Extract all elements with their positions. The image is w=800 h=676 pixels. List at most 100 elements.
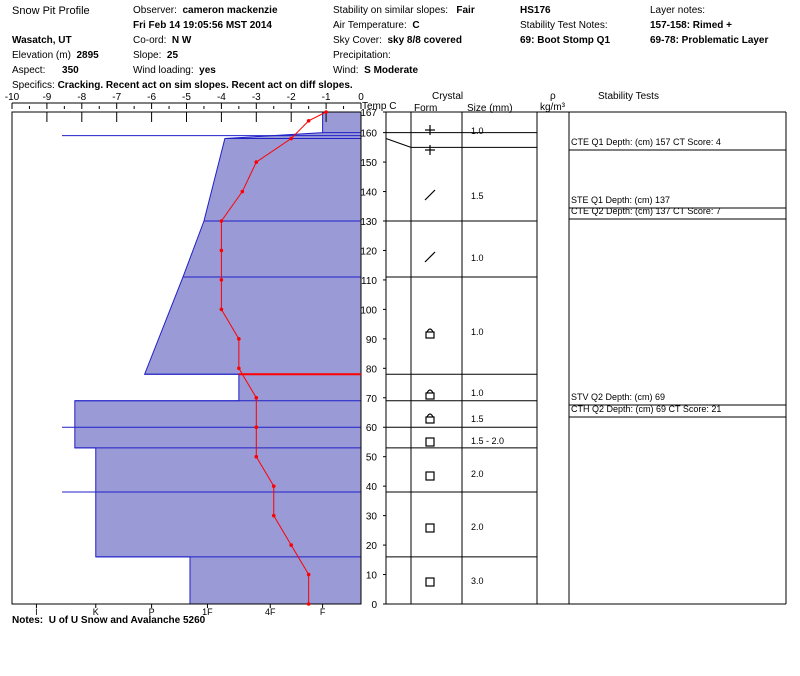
- stability-row: Stability on similar slopes: Fair: [333, 5, 475, 17]
- layer-note: 69-78: Problematic Layer: [650, 35, 769, 46]
- stability-label: Stability on similar slopes:: [333, 5, 449, 16]
- density-unit: kg/m³: [540, 102, 565, 113]
- sky-label: Sky Cover:: [333, 35, 382, 46]
- temperature-point: [237, 337, 241, 341]
- faceted-crystal-icon: [425, 328, 435, 339]
- crystal-column-header: Crystal: [432, 91, 464, 102]
- height-tick-label: 50: [366, 453, 378, 464]
- crystal-size-value: 2.0: [471, 522, 484, 532]
- square-crystal-icon: [425, 577, 435, 587]
- temp-tick-label: -1: [322, 92, 331, 103]
- slash-crystal-icon: [424, 251, 436, 263]
- slope-label: Slope:: [133, 50, 162, 61]
- height-tick-label: 0: [371, 600, 377, 611]
- temp-tick-label: 0: [358, 92, 364, 103]
- temperature-point: [306, 602, 311, 606]
- height-tick-label: 100: [360, 305, 377, 316]
- temp-tick-label: -10: [5, 92, 20, 103]
- temperature-point: [237, 366, 241, 371]
- crystal-size-value: 1.0: [471, 126, 484, 136]
- faceted-crystal-icon-top: [426, 413, 434, 418]
- height-tick-label: 30: [366, 512, 378, 523]
- temperature-point: [219, 278, 224, 282]
- slash-crystal-icon-line: [424, 251, 436, 263]
- density-symbol: ρ: [550, 91, 556, 102]
- height-tick-label: 120: [360, 246, 377, 257]
- coord-label: Co-ord:: [133, 35, 167, 46]
- sky-value: sky 8/8 covered: [387, 35, 462, 46]
- temp-tick-label: -4: [217, 92, 226, 103]
- wind-loading-row: Wind loading: yes: [133, 65, 216, 77]
- wind-row: Wind: S Moderate: [333, 65, 418, 77]
- crystal-size-value: 1.0: [471, 253, 484, 263]
- size-column-header: Size (mm): [467, 103, 513, 114]
- slope-row: Slope: 25: [133, 50, 178, 62]
- faceted-crystal-icon: [425, 413, 435, 424]
- elevation-value: 2895: [76, 50, 99, 61]
- coord-value: N W: [171, 35, 192, 46]
- specifics-row: Specifics: Cracking. Recent act on sim s…: [12, 80, 353, 92]
- crystal-size-value: 1.0: [471, 327, 484, 337]
- layer-connector: [385, 138, 412, 148]
- specifics-value: Cracking. Recent act on sim slopes. Rece…: [57, 80, 353, 91]
- layer-note: 157-158: Rimed +: [650, 20, 732, 31]
- stability-test-entry: STV Q2 Depth: (cm) 69: [571, 392, 665, 402]
- slope-value: 25: [166, 50, 179, 61]
- temperature-point: [254, 160, 259, 164]
- wind-label: Wind:: [333, 65, 359, 76]
- hardness-tick-label: I: [35, 607, 38, 617]
- wind-value: S Moderate: [364, 65, 419, 76]
- elevation-label: Elevation (m): [12, 50, 71, 61]
- page-title: Snow Pit Profile: [12, 5, 90, 17]
- hardness-tick-label: K: [93, 607, 99, 617]
- stability-test-entry: CTE Q2 Depth: (cm) 137 CT Score: 7: [571, 206, 721, 216]
- square-crystal-icon-box: [425, 577, 435, 587]
- aspect-label: Aspect:: [12, 65, 46, 76]
- height-tick-label: 60: [366, 423, 378, 434]
- temperature-point: [254, 395, 259, 400]
- hardness-tick-label: P: [149, 607, 155, 617]
- notes-value: U of U Snow and Avalanche 5260: [48, 615, 206, 626]
- stability-test-entry: CTE Q1 Depth: (cm) 157 CT Score: 4: [571, 137, 721, 147]
- air-temp-value: C: [412, 20, 420, 31]
- stability-notes-label: Stability Test Notes:: [520, 20, 608, 31]
- faceted-crystal-icon-body: [425, 392, 435, 400]
- height-tick-label: 40: [366, 482, 378, 493]
- temp-tick-label: -3: [252, 92, 261, 103]
- faceted-crystal-icon-top: [426, 328, 434, 333]
- hardness-tick-label: 4F: [265, 607, 276, 617]
- crystal-size-value: 1.5 - 2.0: [471, 436, 504, 446]
- height-tick-label: 160: [360, 129, 377, 140]
- temperature-point: [219, 248, 224, 253]
- faceted-crystal-icon: [425, 389, 435, 400]
- observer-row: Observer: cameron mackenzie: [133, 5, 278, 17]
- temperature-point: [219, 219, 224, 223]
- notes-row: Notes: U of U Snow and Avalanche 5260: [12, 615, 205, 627]
- location: Wasatch, UT: [12, 35, 72, 46]
- height-tick-label: 10: [366, 571, 378, 582]
- sky-row: Sky Cover: sky 8/8 covered: [333, 35, 462, 47]
- stability-tests-column-header: Stability Tests: [598, 91, 659, 102]
- coord-row: Co-ord: N W: [133, 35, 191, 47]
- crystal-size-value: 1.5: [471, 191, 484, 201]
- hardness-tick-label: 1F: [202, 607, 213, 617]
- temperature-point: [289, 543, 294, 547]
- temp-tick-label: -8: [77, 92, 86, 103]
- aspect-value: 350: [62, 65, 79, 76]
- temperature-point: [219, 307, 224, 312]
- crystal-size-value: 3.0: [471, 576, 484, 586]
- wind-loading-label: Wind loading:: [133, 65, 194, 76]
- plus-crystal-icon: [425, 125, 435, 135]
- hardness-profile: [74, 111, 362, 605]
- height-tick-label: 80: [366, 364, 378, 375]
- stability-test-entry: CTH Q2 Depth: (cm) 69 CT Score: 21: [571, 404, 721, 414]
- slash-crystal-icon-line: [424, 189, 436, 201]
- temperature-point: [254, 425, 259, 430]
- temp-tick-label: -5: [182, 92, 191, 103]
- height-tick-label: 130: [360, 217, 377, 228]
- aspect-row: Aspect: 350: [12, 65, 79, 77]
- height-tick-label: 20: [366, 541, 378, 552]
- crystal-size-value: 1.0: [471, 388, 484, 398]
- square-crystal-icon-box: [425, 523, 435, 533]
